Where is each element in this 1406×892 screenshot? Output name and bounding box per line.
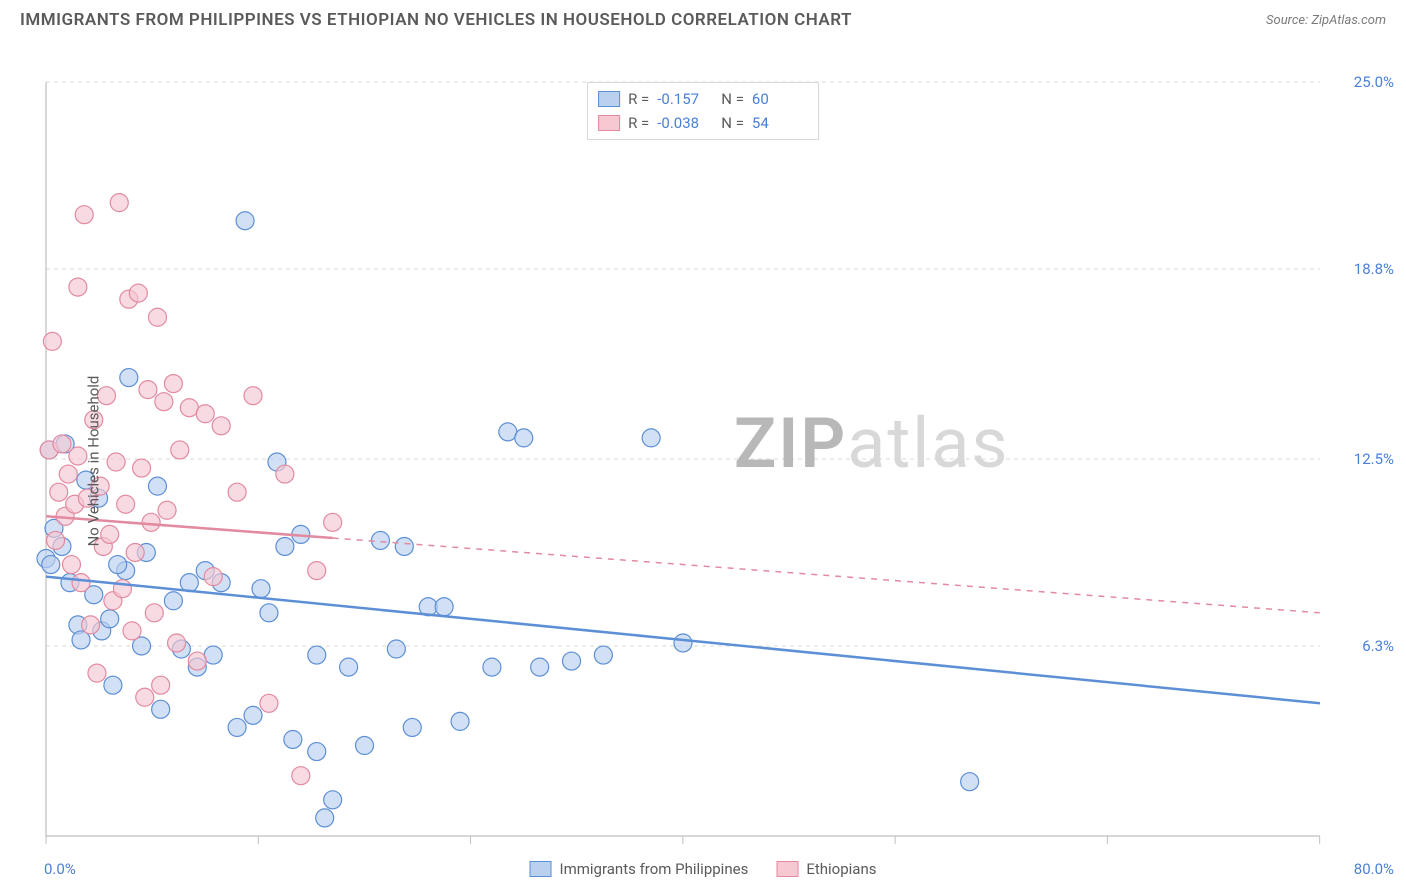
- n-label-1: N =: [721, 111, 744, 135]
- series-legend-item-1: Ethiopians: [776, 860, 876, 878]
- r-label-1: R =: [628, 111, 649, 135]
- chart-header: IMMIGRANTS FROM PHILIPPINES VS ETHIOPIAN…: [0, 0, 1406, 36]
- n-label-0: N =: [721, 87, 744, 111]
- y-axis-label: No Vehicles in Household: [84, 376, 102, 547]
- series-legend: Immigrants from Philippines Ethiopians: [530, 860, 877, 878]
- chart-area: No Vehicles in Household 6.3% 12.5% 18.8% 2…: [0, 36, 1406, 886]
- r-value-1: -0.038: [657, 111, 713, 135]
- y-tick-label: 6.3%: [1362, 637, 1394, 655]
- stat-legend-row-0: R = -0.157 N = 60: [598, 87, 808, 111]
- source-name: ZipAtlas.com: [1311, 13, 1386, 28]
- series-swatch-0: [530, 861, 552, 877]
- series-swatch-1: [776, 861, 798, 877]
- stat-legend-row-1: R = -0.038 N = 54: [598, 111, 808, 135]
- scatter-plot-svg: [0, 36, 1406, 886]
- y-tick-label: 18.8%: [1354, 260, 1394, 278]
- n-value-0: 60: [752, 87, 808, 111]
- chart-title: IMMIGRANTS FROM PHILIPPINES VS ETHIOPIAN…: [20, 10, 852, 30]
- series-legend-item-0: Immigrants from Philippines: [530, 860, 749, 878]
- r-value-0: -0.157: [657, 87, 713, 111]
- y-tick-label: 12.5%: [1354, 450, 1394, 468]
- series-name-1: Ethiopians: [806, 860, 876, 878]
- stat-legend: R = -0.157 N = 60 R = -0.038 N = 54: [587, 82, 819, 140]
- source-attribution: Source: ZipAtlas.com: [1266, 13, 1386, 28]
- source-prefix: Source:: [1266, 13, 1311, 28]
- x-axis-max-label: 80.0%: [1354, 860, 1394, 878]
- legend-swatch-1: [598, 115, 620, 131]
- r-label-0: R =: [628, 87, 649, 111]
- series-name-0: Immigrants from Philippines: [560, 860, 749, 878]
- n-value-1: 54: [752, 111, 808, 135]
- legend-swatch-0: [598, 91, 620, 107]
- y-tick-label: 25.0%: [1354, 73, 1394, 91]
- x-axis-min-label: 0.0%: [44, 860, 76, 878]
